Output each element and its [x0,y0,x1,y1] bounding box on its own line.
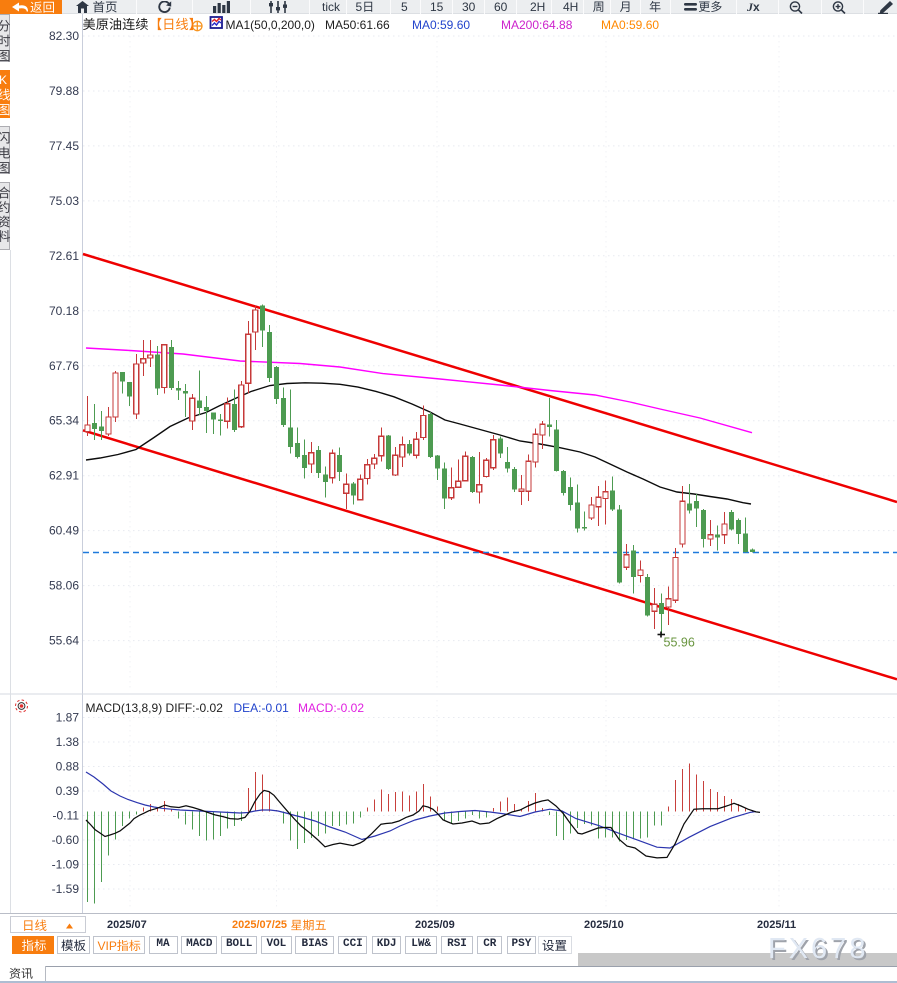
svg-text:62.91: 62.91 [49,469,79,483]
svg-text:77.45: 77.45 [49,139,79,153]
svg-text:75.03: 75.03 [49,194,79,208]
svg-text:MA200:64.88: MA200:64.88 [501,18,573,32]
svg-text:MACD:-0.02: MACD:-0.02 [298,701,364,715]
svg-text:MACD(13,8,9) DIFF:-0.02: MACD(13,8,9) DIFF:-0.02 [86,701,224,715]
svg-text:60.49: 60.49 [49,524,79,538]
svg-text:70.18: 70.18 [49,304,79,318]
svg-text:MA1(50,0,200,0): MA1(50,0,200,0) [226,18,315,32]
svg-text:MA50:61.66: MA50:61.66 [325,18,390,32]
svg-text:58.06: 58.06 [49,579,79,593]
svg-text:1.38: 1.38 [56,735,80,749]
svg-text:MA0:59.60: MA0:59.60 [412,18,470,32]
svg-text:-0.11: -0.11 [53,809,80,823]
svg-text:82.30: 82.30 [49,29,79,43]
svg-text:55.64: 55.64 [49,634,79,648]
svg-text:-1.59: -1.59 [52,882,80,896]
svg-text:MA0:59.60: MA0:59.60 [601,18,659,32]
svg-text:65.34: 65.34 [49,414,79,428]
svg-text:DEA:-0.01: DEA:-0.01 [234,701,290,715]
svg-text:0.39: 0.39 [56,784,80,798]
svg-text:79.88: 79.88 [49,84,79,98]
svg-text:1.87: 1.87 [56,711,80,725]
svg-text:0.88: 0.88 [56,760,80,774]
svg-text:55.96: 55.96 [664,636,695,650]
svg-text:-1.09: -1.09 [52,858,80,872]
svg-text:-0.60: -0.60 [52,833,80,847]
svg-text:72.61: 72.61 [49,249,79,263]
svg-text:67.76: 67.76 [49,359,79,373]
